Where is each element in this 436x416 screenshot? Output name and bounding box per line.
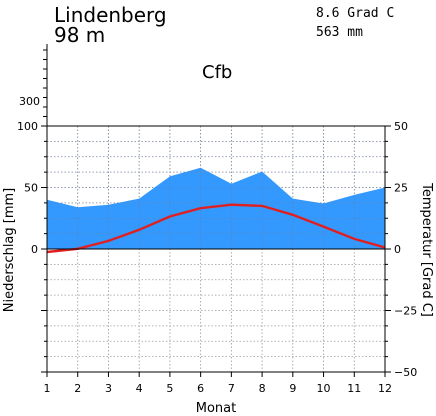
right-tick-label: −25 (394, 305, 417, 318)
x-axis-title: Monat (196, 401, 236, 416)
right-tick-label: −50 (394, 366, 417, 379)
precipitation-area (47, 167, 385, 249)
x-tick-label: 9 (289, 382, 296, 395)
x-tick-label: 3 (105, 382, 112, 395)
station-elevation: 98 m (54, 23, 105, 47)
temperature-line (46, 203, 386, 254)
x-tick-label: 2 (74, 382, 81, 395)
x-tick-label: 11 (347, 382, 361, 395)
x-tick-label: 7 (228, 382, 235, 395)
axes (41, 44, 391, 377)
station-name: Lindenberg (54, 3, 167, 27)
right-axis-title: Temperatur [Grad C] (419, 182, 434, 317)
left-tick-label: 100 (17, 120, 38, 133)
climate-class: Cfb (202, 62, 232, 83)
annual-precipitation: 563 mm (316, 25, 363, 40)
x-tick-label: 10 (317, 382, 331, 395)
right-tick-label: 0 (394, 243, 401, 256)
upper-tick-label: 300 (19, 95, 40, 108)
x-tick-label: 6 (197, 382, 204, 395)
left-tick-label: 0 (31, 243, 38, 256)
mean-temperature: 8.6 Grad C (316, 6, 394, 21)
left-tick-label: 50 (24, 182, 38, 195)
right-tick-label: 50 (394, 120, 408, 133)
right-tick-label: 25 (394, 182, 408, 195)
x-tick-label: 4 (136, 382, 143, 395)
x-tick-label: 1 (44, 382, 51, 395)
x-tick-label: 5 (166, 382, 173, 395)
left-axis-title: Niederschlag [mm] (2, 188, 17, 313)
x-tick-label: 12 (378, 382, 392, 395)
x-tick-label: 8 (259, 382, 266, 395)
